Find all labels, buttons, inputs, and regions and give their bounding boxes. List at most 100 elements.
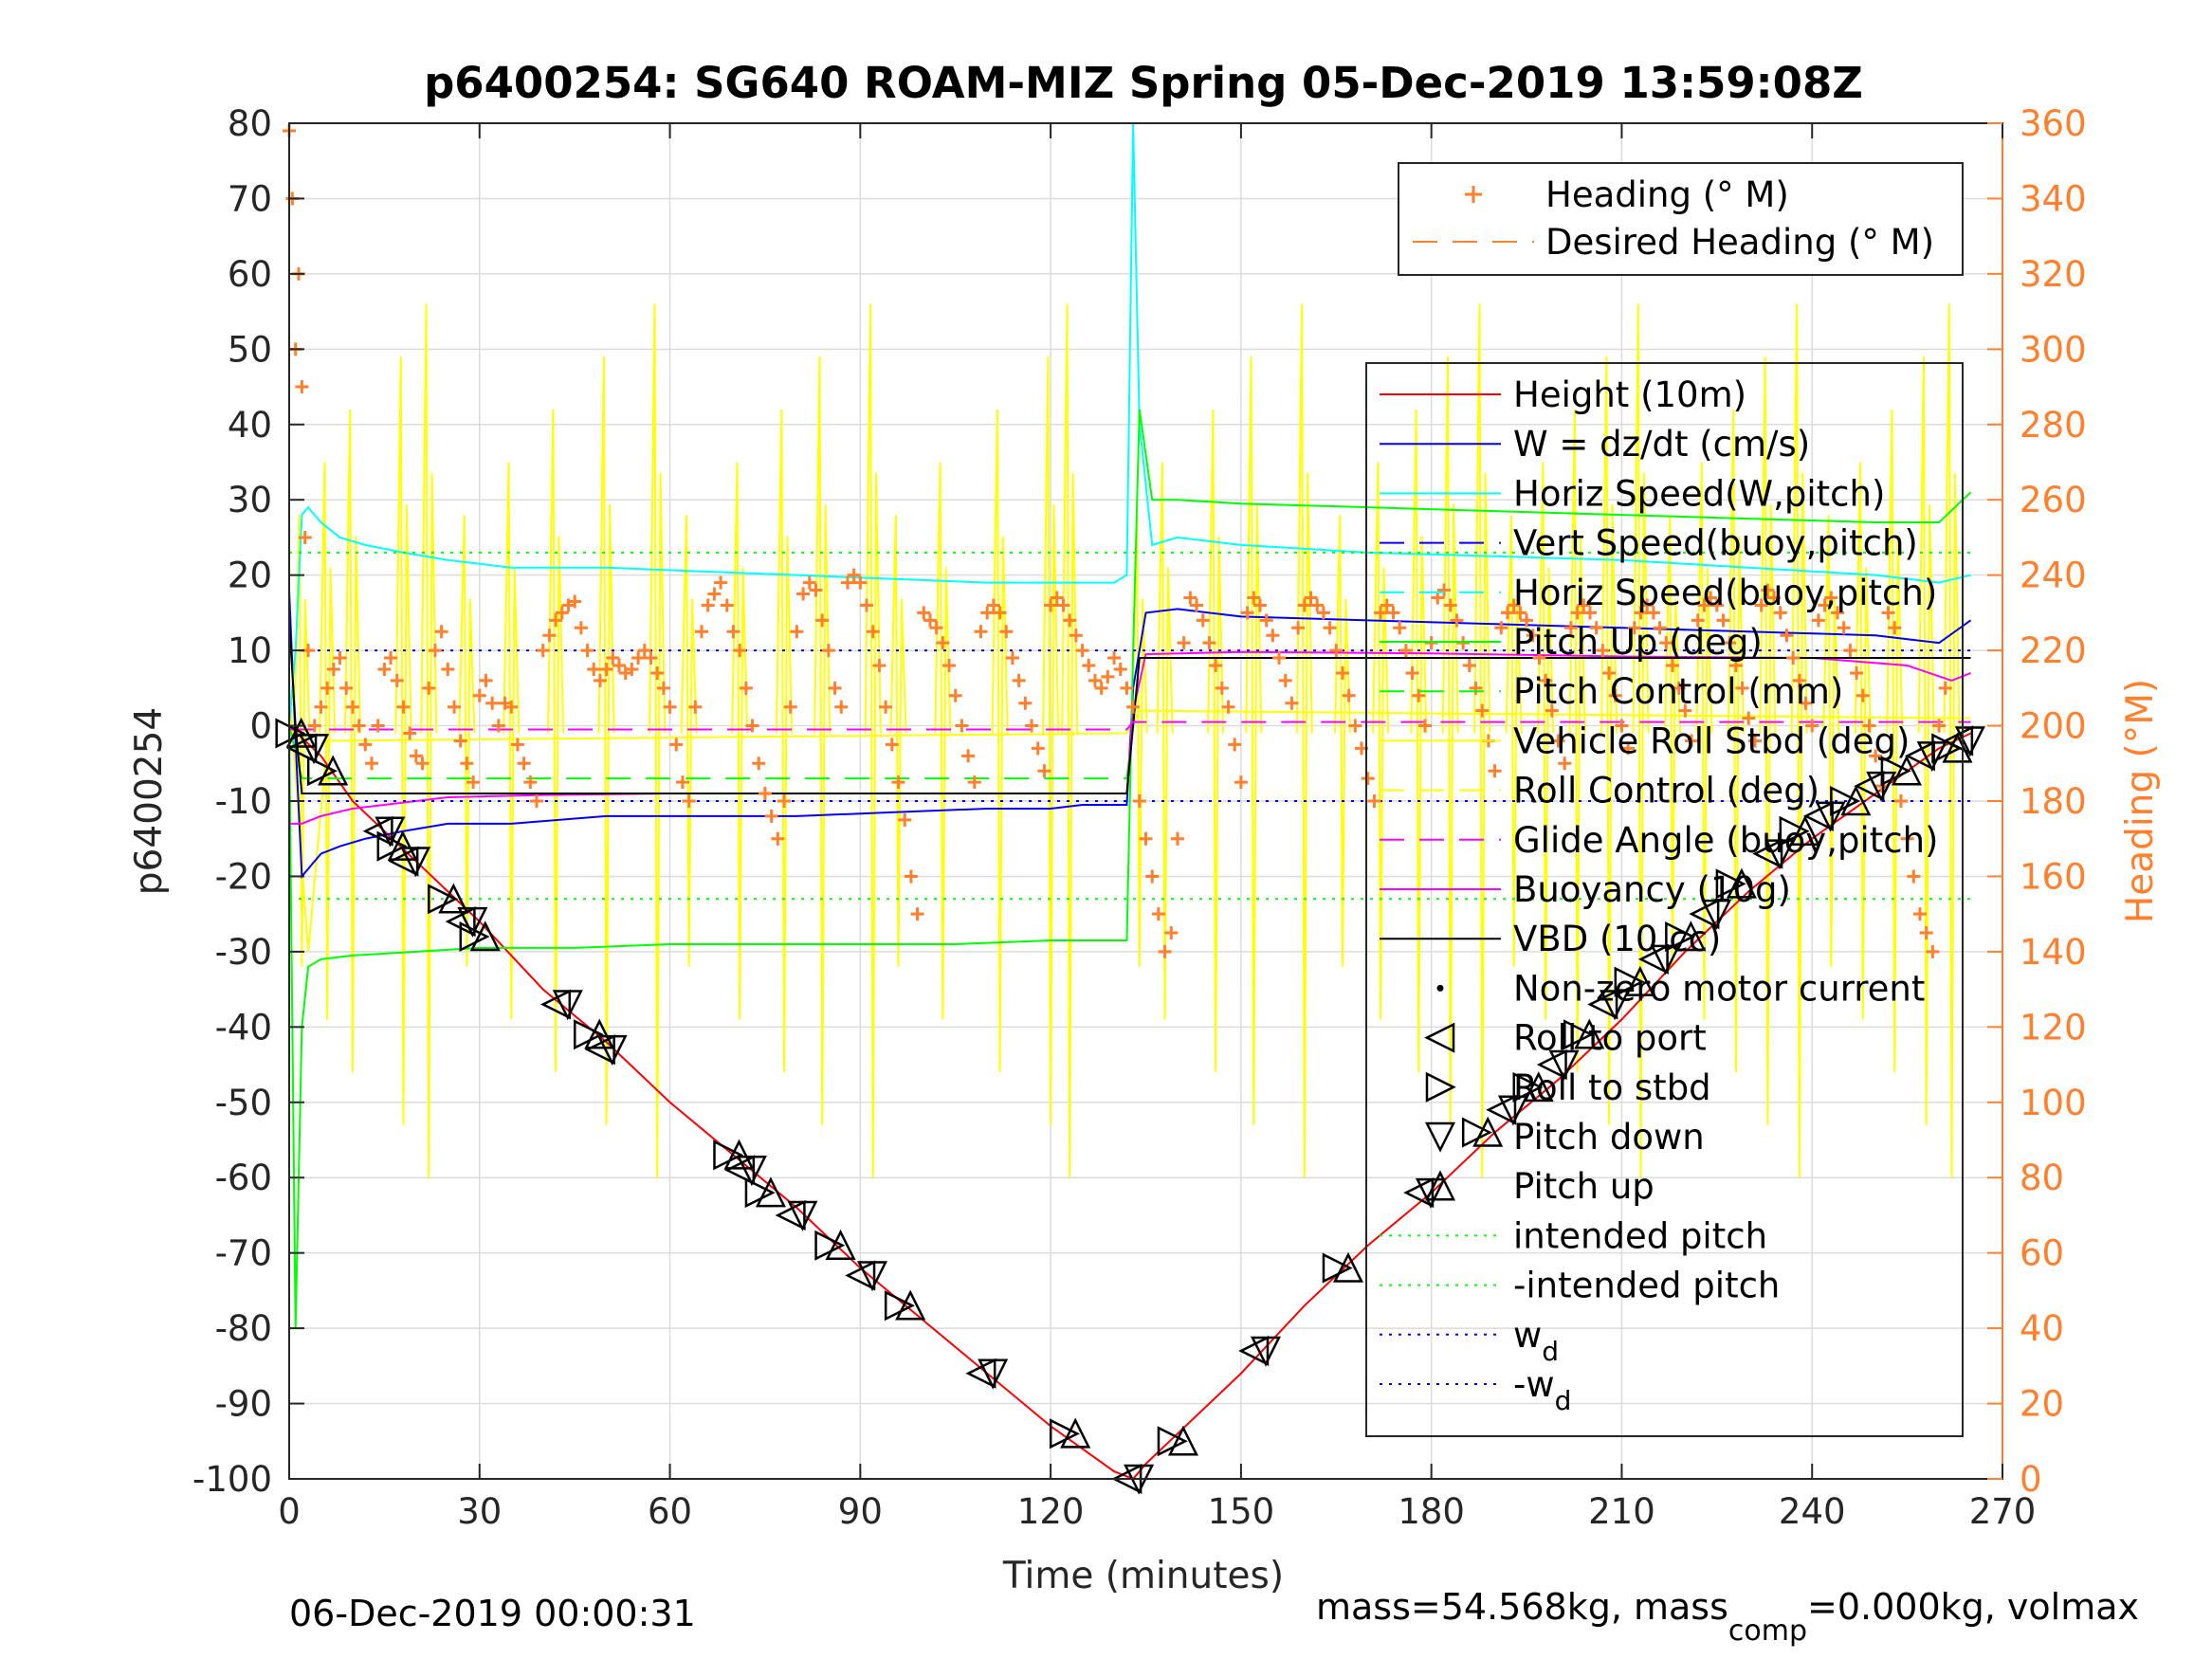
heading-point	[580, 644, 594, 658]
heading-point	[612, 659, 627, 672]
heading-point	[491, 719, 505, 733]
heading-point	[1177, 636, 1191, 650]
motion-marker	[1536, 1049, 1567, 1081]
heading-point	[663, 700, 677, 714]
heading-point	[1596, 644, 1610, 658]
roll-spike	[1759, 356, 1777, 1125]
heading-point	[701, 598, 715, 612]
motion-marker	[375, 816, 406, 848]
motion-marker	[723, 1139, 755, 1170]
heading-point	[758, 787, 772, 801]
heading-point	[656, 681, 670, 695]
heading-point	[1291, 621, 1306, 635]
y-tick-label: 40	[228, 405, 272, 446]
heading-point	[917, 606, 931, 620]
heading-point	[466, 775, 481, 790]
heading-point	[764, 809, 778, 823]
heading-point	[1437, 583, 1452, 597]
series-line	[289, 720, 1971, 731]
roll-spike	[503, 462, 521, 1020]
heading-point	[1266, 629, 1280, 643]
legend-main-label: Roll to port	[1513, 1018, 1707, 1059]
motion-marker	[1701, 899, 1732, 930]
heading-point	[675, 775, 689, 790]
heading-point	[1850, 665, 1864, 680]
heading-point	[536, 644, 550, 658]
heading-point	[860, 598, 874, 612]
heading-point	[1120, 681, 1134, 695]
plot-area	[277, 123, 1985, 1495]
legend-main-label: wd	[1513, 1315, 1559, 1367]
heading-point	[1709, 598, 1724, 612]
heading-point	[752, 757, 766, 771]
heading-point	[1621, 741, 1636, 756]
heading-point	[796, 587, 811, 601]
heading-point	[403, 726, 417, 740]
heading-point	[910, 907, 924, 921]
heading-point	[1393, 621, 1407, 635]
motion-marker	[744, 1177, 776, 1209]
heading-point	[1672, 681, 1686, 695]
legend-main-label: Buoyancy (10g)	[1513, 869, 1791, 910]
heading-point	[326, 662, 340, 676]
heading-point	[1728, 659, 1743, 672]
motion-marker	[1563, 1019, 1595, 1050]
heading-point	[879, 700, 893, 714]
roll-spike	[775, 409, 794, 1073]
roll-spike	[864, 303, 882, 1178]
heading-point	[1088, 673, 1102, 687]
x-tick-label: 120	[1017, 1491, 1085, 1532]
roll-spike	[343, 409, 361, 1073]
motion-marker	[1789, 814, 1820, 847]
heading-point	[688, 700, 703, 714]
heading-point	[866, 625, 880, 639]
motion-marker	[459, 921, 490, 953]
roll-spike	[680, 515, 698, 967]
legend-main-label: -intended pitch	[1513, 1266, 1780, 1306]
heading-point	[504, 700, 519, 714]
heading-point	[1704, 591, 1718, 605]
heading-point	[1031, 741, 1045, 756]
heading-point	[422, 681, 436, 695]
motion-marker	[1424, 1022, 1455, 1053]
heading-point	[1456, 636, 1471, 650]
heading-point	[1050, 591, 1064, 605]
legend-heading-label: Heading (° M)	[1545, 174, 1789, 215]
heading-point	[745, 719, 759, 733]
heading-point	[1608, 688, 1622, 702]
heading-point	[955, 719, 969, 733]
y2-axis-label: Heading (°M)	[2119, 679, 2162, 923]
motion-marker	[1942, 732, 1973, 763]
y2-tick-label: 340	[2020, 178, 2087, 219]
heading-point	[1056, 598, 1070, 612]
y-axis-label: p6400254	[128, 707, 171, 895]
heading-point	[1221, 700, 1235, 714]
heading-point	[460, 757, 474, 771]
heading-point	[510, 738, 524, 752]
heading-point	[390, 673, 404, 687]
heading-point	[644, 651, 658, 665]
heading-point	[1240, 606, 1254, 620]
heading-point	[1507, 598, 1521, 612]
heading-point	[295, 380, 309, 394]
motion-marker	[857, 1261, 888, 1292]
y-tick-label: -100	[192, 1459, 272, 1500]
heading-point	[720, 598, 734, 612]
heading-point	[1386, 606, 1400, 620]
legend-sub: d	[1555, 1385, 1572, 1416]
heading-point	[1342, 688, 1356, 702]
y2-tick-label: 0	[2020, 1459, 2042, 1500]
heading-point	[885, 738, 899, 752]
heading-point	[307, 719, 321, 733]
heading-point	[1818, 598, 1832, 612]
heading-point	[1272, 651, 1287, 665]
y-tick-label: -90	[215, 1384, 272, 1425]
heading-point	[1773, 606, 1787, 620]
x-tick-label: 210	[1588, 1491, 1655, 1532]
motion-marker	[438, 883, 469, 914]
heading-point	[1500, 606, 1514, 620]
heading-point	[714, 575, 728, 590]
heading-point	[993, 606, 1007, 620]
roll-spike	[934, 462, 952, 1020]
heading-point	[1856, 688, 1870, 702]
